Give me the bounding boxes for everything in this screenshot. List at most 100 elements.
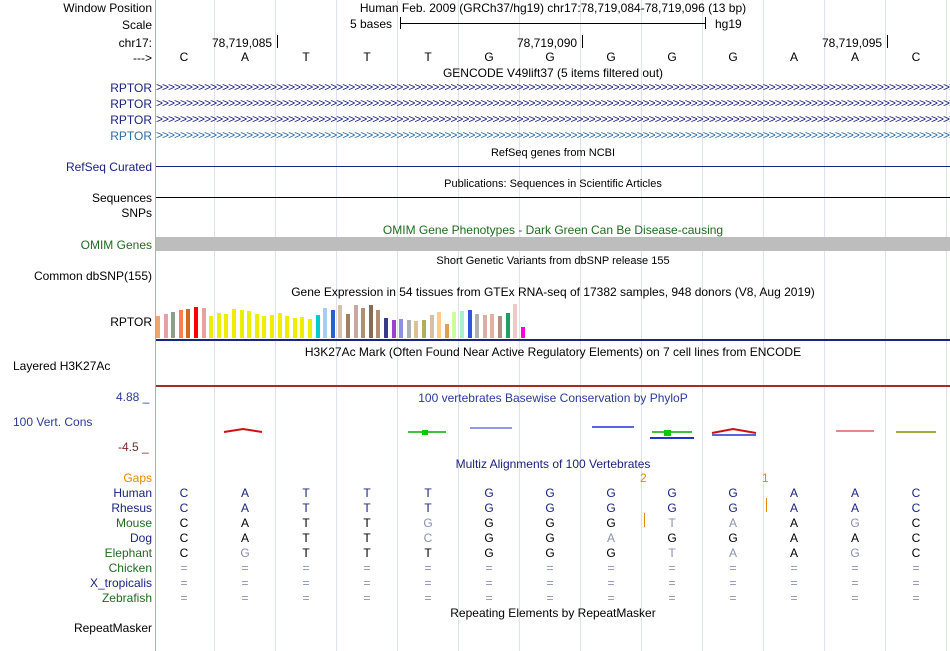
gtex-tissue-bar[interactable] bbox=[239, 310, 244, 338]
gtex-tissue-bar[interactable] bbox=[216, 313, 221, 338]
alignment-base: G bbox=[545, 531, 555, 545]
species-label[interactable]: Chicken bbox=[108, 561, 152, 575]
gencode-gene-label[interactable]: RPTOR bbox=[110, 113, 152, 127]
gtex-tissue-bar[interactable] bbox=[338, 305, 343, 338]
gtex-tissue-bar[interactable] bbox=[292, 318, 297, 338]
gencode-gene-feature[interactable]: >>>>>>>>>>>>>>>>>>>>>>>>>>>>>>>>>>>>>>>>… bbox=[156, 128, 950, 142]
species-label[interactable]: Elephant bbox=[104, 546, 152, 560]
alignment-base: = bbox=[485, 591, 493, 605]
snps-label[interactable]: SNPs bbox=[121, 206, 152, 220]
alignment-base: = bbox=[302, 561, 310, 575]
gtex-tissue-bar[interactable] bbox=[224, 314, 229, 338]
alignment-base: G bbox=[606, 516, 616, 530]
gtex-tissue-bar[interactable] bbox=[353, 305, 358, 338]
h3k27ac-signal[interactable] bbox=[156, 385, 950, 387]
species-label[interactable]: X_tropicalis bbox=[89, 576, 152, 590]
gtex-tissue-bar[interactable] bbox=[444, 324, 449, 338]
gtex-baseline bbox=[156, 339, 950, 341]
strand-base: A bbox=[850, 50, 859, 64]
gtex-tissue-bar[interactable] bbox=[384, 318, 388, 338]
gtex-tissue-bar[interactable] bbox=[429, 315, 434, 338]
gtex-tissue-bar[interactable] bbox=[247, 311, 252, 338]
strand-base: C bbox=[179, 50, 189, 64]
gencode-gene-label[interactable]: RPTOR bbox=[110, 97, 152, 111]
publications-label[interactable]: Sequences bbox=[91, 191, 152, 205]
refseq-label[interactable]: RefSeq Curated bbox=[65, 160, 152, 174]
alignment-base: = bbox=[363, 561, 371, 575]
gtex-tissue-bar[interactable] bbox=[330, 310, 335, 338]
gtex-tissue-bar[interactable] bbox=[277, 313, 282, 338]
gtex-tissue-bar[interactable] bbox=[391, 320, 396, 338]
gtex-tissue-bar[interactable] bbox=[505, 313, 510, 338]
repeatmasker-label[interactable]: RepeatMasker bbox=[73, 621, 152, 635]
gtex-tissue-bar[interactable] bbox=[209, 316, 214, 338]
phylop-label[interactable]: 100 Vert. Cons bbox=[13, 415, 93, 429]
gtex-tissue-bar[interactable] bbox=[460, 311, 464, 338]
gtex-tissue-bar[interactable] bbox=[482, 315, 487, 338]
gencode-gene-label[interactable]: RPTOR bbox=[110, 81, 152, 95]
gtex-tissue-bar[interactable] bbox=[186, 309, 191, 338]
gtex-tissue-bar[interactable] bbox=[520, 327, 525, 338]
gtex-tissue-bar[interactable] bbox=[232, 309, 236, 338]
gtex-tissue-bar[interactable] bbox=[467, 310, 472, 338]
gtex-tissue-bar[interactable] bbox=[323, 308, 328, 338]
gtex-tissue-bar[interactable] bbox=[156, 316, 160, 338]
h3k27ac-title: H3K27Ac Mark (Often Found Near Active Re… bbox=[304, 345, 802, 359]
omim-label[interactable]: OMIM Genes bbox=[80, 238, 152, 252]
species-label[interactable]: Mouse bbox=[115, 516, 152, 530]
gencode-gene-label[interactable]: RPTOR bbox=[110, 129, 152, 143]
gtex-tissue-bar[interactable] bbox=[368, 305, 373, 338]
species-label[interactable]: Rhesus bbox=[111, 501, 152, 515]
gtex-tissue-bar[interactable] bbox=[178, 310, 183, 338]
alignment-base: G bbox=[545, 516, 555, 530]
alignment-base: C bbox=[911, 516, 921, 530]
gtex-tissue-bar[interactable] bbox=[171, 312, 176, 338]
gtex-tissue-bar[interactable] bbox=[406, 320, 411, 338]
gtex-bar-chart[interactable] bbox=[156, 298, 536, 338]
gtex-label[interactable]: RPTOR bbox=[110, 315, 152, 329]
alignment-base: C bbox=[179, 486, 189, 500]
gaps-label[interactable]: Gaps bbox=[123, 471, 152, 485]
gtex-tissue-bar[interactable] bbox=[346, 314, 350, 338]
gtex-tissue-bar[interactable] bbox=[194, 307, 198, 338]
alignment-base: = bbox=[424, 561, 432, 575]
gencode-gene-feature[interactable]: >>>>>>>>>>>>>>>>>>>>>>>>>>>>>>>>>>>>>>>>… bbox=[156, 112, 950, 126]
gtex-tissue-bar[interactable] bbox=[399, 319, 404, 338]
gtex-tissue-bar[interactable] bbox=[285, 316, 290, 338]
gtex-tissue-bar[interactable] bbox=[163, 314, 168, 338]
species-label[interactable]: Zebrafish bbox=[101, 591, 152, 605]
gtex-title: Gene Expression in 54 tissues from GTEx … bbox=[291, 285, 815, 299]
gtex-tissue-bar[interactable] bbox=[315, 315, 320, 338]
dbsnp-label[interactable]: Common dbSNP(155) bbox=[33, 269, 152, 283]
alignment-base: = bbox=[790, 576, 798, 590]
gtex-tissue-bar[interactable] bbox=[262, 316, 267, 338]
omim-feature-bar[interactable] bbox=[156, 237, 950, 251]
gtex-tissue-bar[interactable] bbox=[452, 312, 457, 338]
gtex-tissue-bar[interactable] bbox=[254, 314, 259, 338]
gtex-tissue-bar[interactable] bbox=[201, 308, 206, 338]
gtex-tissue-bar[interactable] bbox=[513, 304, 518, 338]
gtex-tissue-bar[interactable] bbox=[308, 319, 312, 338]
gtex-tissue-bar[interactable] bbox=[437, 312, 442, 338]
phylop-min: -4.5 _ bbox=[118, 440, 149, 454]
gtex-tissue-bar[interactable] bbox=[414, 321, 419, 338]
gtex-tissue-bar[interactable] bbox=[422, 320, 426, 338]
gtex-tissue-bar[interactable] bbox=[475, 314, 480, 338]
gencode-gene-feature[interactable]: >>>>>>>>>>>>>>>>>>>>>>>>>>>>>>>>>>>>>>>>… bbox=[156, 80, 950, 94]
refseq-feature-line[interactable] bbox=[156, 166, 950, 167]
gtex-tissue-bar[interactable] bbox=[361, 308, 366, 338]
gtex-tissue-bar[interactable] bbox=[376, 310, 381, 338]
species-label[interactable]: Dog bbox=[129, 531, 152, 545]
gtex-tissue-bar[interactable] bbox=[300, 317, 305, 338]
h3k27ac-label[interactable]: Layered H3K27Ac bbox=[13, 359, 111, 373]
gtex-tissue-bar[interactable] bbox=[490, 314, 495, 338]
publications-feature-line[interactable] bbox=[156, 197, 950, 198]
strand-base: G bbox=[606, 50, 616, 64]
species-label[interactable]: Human bbox=[113, 486, 152, 500]
strand-label: ---> bbox=[133, 51, 152, 65]
gtex-tissue-bar[interactable] bbox=[498, 316, 502, 338]
window-position-text: Human Feb. 2009 (GRCh37/hg19) chr17:78,7… bbox=[359, 1, 747, 15]
gtex-tissue-bar[interactable] bbox=[270, 315, 274, 338]
gencode-gene-feature[interactable]: >>>>>>>>>>>>>>>>>>>>>>>>>>>>>>>>>>>>>>>>… bbox=[156, 96, 950, 110]
